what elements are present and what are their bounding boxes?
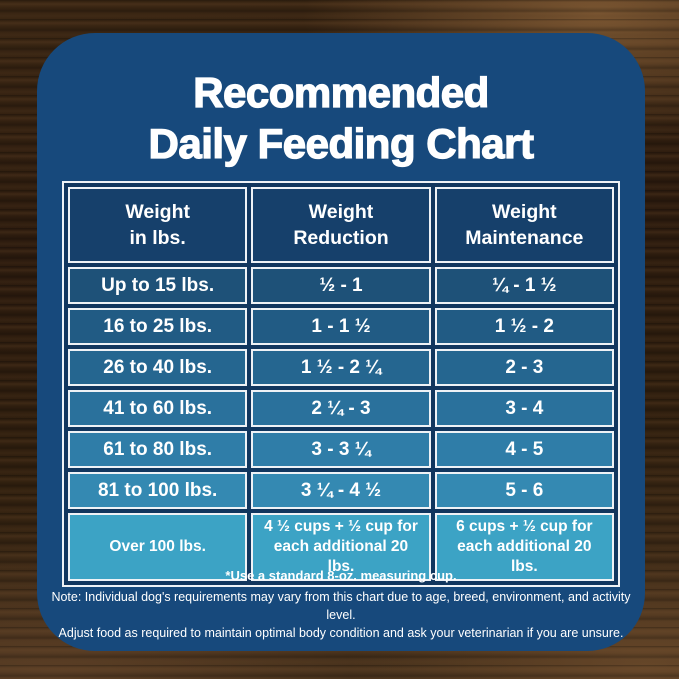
- header-row: Weight in lbs. Weight Reduction Weight M…: [68, 187, 614, 263]
- disclaimer-line2: Adjust food as required to maintain opti…: [58, 626, 624, 641]
- weight-cell: Over 100 lbs.: [68, 513, 248, 582]
- footnotes: *Use a standard 8-oz. measuring cup. Not…: [37, 567, 645, 642]
- column-header-maintenance: Weight Maintenance: [434, 187, 614, 263]
- page-title: Recommended Daily Feeding Chart: [37, 67, 645, 169]
- weight-cell: 41 to 60 lbs.: [68, 390, 248, 427]
- reduction-cell: ½ - 1: [251, 267, 431, 304]
- reduction-cell: 1 ½ - 2 ¼: [251, 349, 431, 386]
- weight-cell: 81 to 100 lbs.: [68, 472, 248, 509]
- maintenance-cell: 5 - 6: [434, 472, 614, 509]
- maintenance-cell: ¼ - 1 ½: [434, 267, 614, 304]
- weight-cell: Up to 15 lbs.: [68, 267, 248, 304]
- feeding-table: Weight in lbs. Weight Reduction Weight M…: [62, 181, 620, 588]
- column-header-reduction: Weight Reduction: [251, 187, 431, 263]
- maintenance-cell: 4 - 5: [434, 431, 614, 468]
- table-row: Over 100 lbs. 4 ½ cups + ½ cup for each a…: [68, 513, 614, 582]
- page-title-line1: Recommended: [193, 68, 490, 116]
- weight-cell: 61 to 80 lbs.: [68, 431, 248, 468]
- reduction-cell: 4 ½ cups + ½ cup for each additional 20 …: [251, 513, 431, 582]
- reduction-cell: 1 - 1 ½: [251, 308, 431, 345]
- maintenance-cell: 3 - 4: [434, 390, 614, 427]
- weight-cell: 26 to 40 lbs.: [68, 349, 248, 386]
- maintenance-cell: 6 cups + ½ cup for each additional 20 lb…: [434, 513, 614, 582]
- weight-cell: 16 to 25 lbs.: [68, 308, 248, 345]
- measuring-cup-note: *Use a standard 8-oz. measuring cup.: [225, 568, 457, 583]
- disclaimer-line1: Note: Individual dog's requirements may …: [51, 589, 631, 622]
- reduction-cell: 2 ¼ - 3: [251, 390, 431, 427]
- maintenance-cell: 2 - 3: [434, 349, 614, 386]
- column-header-weight: Weight in lbs.: [68, 187, 248, 263]
- page-title-line2: Daily Feeding Chart: [148, 120, 535, 168]
- maintenance-cell: 1 ½ - 2: [434, 308, 614, 345]
- reduction-cell: 3 ¼ - 4 ½: [251, 472, 431, 509]
- reduction-cell: 3 - 3 ¼: [251, 431, 431, 468]
- feeding-chart-card: Recommended Daily Feeding Chart Weight in…: [37, 33, 645, 651]
